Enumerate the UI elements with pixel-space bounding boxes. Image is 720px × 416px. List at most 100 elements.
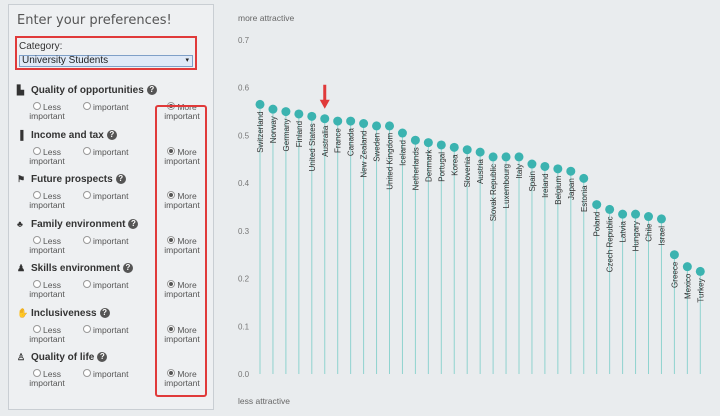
data-point[interactable]	[397, 128, 407, 138]
radio-button-selected[interactable]	[167, 369, 176, 377]
help-icon[interactable]: ?	[128, 218, 139, 229]
data-point[interactable]	[281, 107, 291, 117]
option-important[interactable]: important	[83, 102, 153, 112]
option-more-important[interactable]: More important	[157, 146, 207, 166]
chevron-down-icon: ▾	[185, 57, 189, 64]
data-point[interactable]	[644, 212, 653, 222]
option-important[interactable]: important	[83, 146, 153, 157]
data-point[interactable]	[553, 164, 563, 174]
option-less-important[interactable]: Less important	[17, 102, 77, 121]
radio-button[interactable]	[33, 280, 42, 288]
data-point[interactable]	[618, 209, 628, 219]
radio-button[interactable]	[33, 191, 42, 199]
data-point[interactable]	[346, 116, 356, 126]
country-label: United States	[308, 123, 317, 171]
data-point[interactable]	[682, 262, 692, 272]
option-more-important[interactable]: More important	[157, 280, 207, 299]
data-point[interactable]	[695, 266, 705, 276]
option-important[interactable]: important	[83, 191, 153, 201]
radio-button[interactable]	[83, 102, 91, 110]
country-label: Japan	[567, 178, 576, 200]
data-point[interactable]	[294, 109, 304, 119]
help-icon[interactable]: ?	[97, 352, 108, 362]
option-less-important[interactable]: Less important	[17, 324, 77, 344]
data-point[interactable]	[514, 152, 524, 162]
data-point[interactable]	[527, 159, 537, 169]
help-icon[interactable]: ?	[99, 307, 110, 318]
data-point[interactable]	[579, 173, 589, 183]
help-icon[interactable]: ?	[146, 85, 157, 95]
radio-button-selected[interactable]	[167, 324, 176, 333]
option-text: important	[164, 378, 200, 388]
country-label: Estonia	[580, 185, 589, 212]
option-important[interactable]: important	[83, 324, 153, 335]
radio-button[interactable]	[83, 324, 91, 333]
radio-button[interactable]	[83, 191, 91, 199]
data-point[interactable]	[475, 147, 485, 157]
data-point[interactable]	[540, 161, 550, 171]
radio-button-selected[interactable]	[167, 280, 176, 288]
data-point[interactable]	[631, 209, 641, 219]
data-point[interactable]	[372, 121, 382, 131]
criterion-title: ▙ Quality of opportunities?	[17, 85, 157, 99]
option-text: More	[177, 146, 197, 157]
option-less-important[interactable]: Less important	[17, 280, 77, 299]
radio-button-selected[interactable]	[167, 235, 176, 244]
data-point[interactable]	[333, 116, 343, 126]
radio-button-selected[interactable]	[167, 146, 176, 155]
data-point[interactable]	[359, 119, 369, 128]
help-icon[interactable]: ?	[115, 174, 126, 184]
data-point[interactable]	[669, 250, 679, 260]
option-less-important[interactable]: Less important	[17, 235, 77, 255]
data-point[interactable]	[449, 142, 459, 152]
country-label: Denmark	[424, 149, 433, 182]
option-less-important[interactable]: Less important	[17, 369, 77, 388]
criterion-label: Quality of life	[31, 352, 95, 363]
radio-button[interactable]	[83, 280, 91, 288]
data-point[interactable]	[385, 121, 394, 131]
country-label: Turkey	[696, 278, 705, 302]
data-point[interactable]	[423, 138, 433, 148]
data-point[interactable]	[320, 114, 330, 124]
radio-button[interactable]	[33, 235, 42, 244]
option-less-important[interactable]: Less important	[17, 146, 77, 166]
radio-button[interactable]	[33, 146, 42, 155]
radio-button[interactable]	[83, 146, 91, 155]
option-more-important[interactable]: More important	[157, 369, 207, 388]
data-point[interactable]	[566, 166, 576, 176]
category-select[interactable]: University Students ▾	[19, 55, 193, 67]
data-point[interactable]	[501, 152, 511, 162]
radio-button[interactable]	[33, 102, 42, 110]
option-more-important[interactable]: More important	[157, 191, 207, 210]
data-point[interactable]	[656, 214, 666, 224]
radio-button-selected[interactable]	[167, 191, 176, 199]
option-text: important	[93, 235, 129, 246]
radio-button[interactable]	[83, 369, 91, 377]
data-point[interactable]	[605, 204, 615, 214]
country-label: Slovenia	[463, 156, 472, 187]
option-important[interactable]: important	[83, 235, 153, 246]
radio-button[interactable]	[33, 369, 42, 377]
option-important[interactable]: important	[83, 369, 153, 379]
radio-button[interactable]	[83, 235, 91, 244]
help-icon[interactable]: ?	[106, 129, 117, 140]
help-icon[interactable]: ?	[122, 263, 133, 273]
option-text: important	[164, 244, 200, 255]
option-text: important	[29, 333, 65, 344]
data-point[interactable]	[410, 135, 420, 145]
data-point[interactable]	[255, 99, 265, 109]
data-point[interactable]	[462, 145, 472, 155]
data-point[interactable]	[307, 111, 317, 121]
data-point[interactable]	[592, 200, 602, 210]
option-less-important[interactable]: Less important	[17, 191, 77, 210]
option-more-important[interactable]: More important	[157, 235, 207, 255]
lollipop-chart: 0.0 0.1 0.2 0.3 0.4 0.5 0.6 0.7 Switzerland Norwa…	[238, 36, 705, 379]
less-attractive-label: less attractive	[238, 396, 290, 406]
radio-button[interactable]	[33, 324, 42, 333]
data-point[interactable]	[268, 104, 278, 114]
data-point[interactable]	[436, 140, 446, 150]
data-point[interactable]	[488, 152, 498, 162]
option-important[interactable]: important	[83, 280, 153, 290]
option-more-important[interactable]: More important	[157, 324, 207, 344]
country-label: Greece	[670, 261, 679, 288]
